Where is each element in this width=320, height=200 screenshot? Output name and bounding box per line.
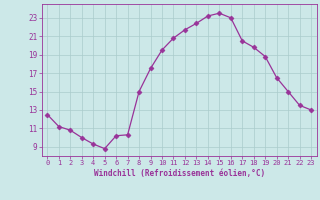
X-axis label: Windchill (Refroidissement éolien,°C): Windchill (Refroidissement éolien,°C)	[94, 169, 265, 178]
